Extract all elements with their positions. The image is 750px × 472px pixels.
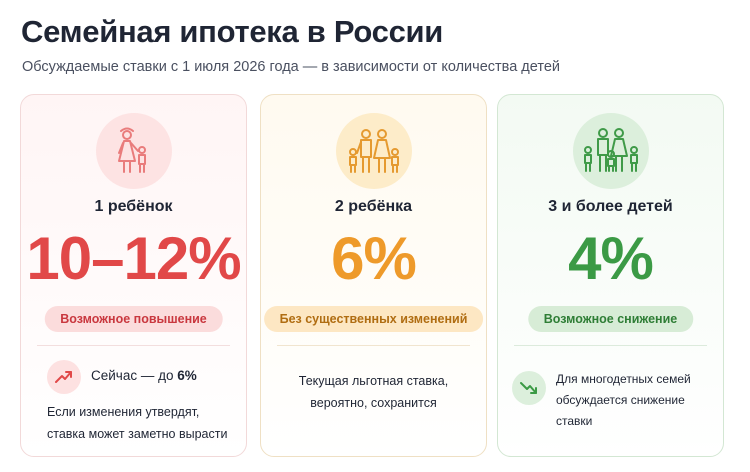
card-label: 1 ребёнок [94,198,173,215]
note-line: Для многодетных семей [556,372,691,386]
large-family-icon [572,113,649,189]
card-note: Текущая льготная ставка, вероятно, сохра… [261,370,486,414]
status-badge: Возможное снижение [527,306,694,332]
card-note: Если изменения утвердят, ставка может за… [47,401,227,445]
current-rate-line: Сейчас — до 6% [91,368,197,383]
rate-value: 4% [568,225,654,292]
note-line: обсуждается снижение ставки [556,393,685,428]
divider [277,345,470,346]
card-three-plus-children: 3 и более детей 4% Возможное снижение Дл… [497,94,724,457]
current-rate-value: 6% [177,368,197,383]
card-two-children: 2 ребёнка 6% Без существенных изменений … [260,94,487,457]
card-note: Для многодетных семей обсуждается снижен… [556,369,723,432]
trend-up-icon [47,360,81,394]
page-subtitle: Обсуждаемые ставки с 1 июля 2026 года — … [22,59,560,75]
current-rate-prefix: Сейчас — до [91,368,174,383]
trend-down-icon [512,371,546,405]
status-badge: Возможное повышение [44,306,223,332]
note-line: Текущая льготная ставка, [298,374,449,388]
card-label: 3 и более детей [548,198,673,215]
divider [514,345,707,346]
divider [37,345,230,346]
parent-with-child-icon [95,113,172,189]
page-title: Семейная ипотека в России [21,14,444,49]
rate-value: 6% [331,225,417,292]
family-two-children-icon [335,113,412,189]
note-line: вероятно, сохранится [310,396,437,410]
card-label: 2 ребёнка [334,198,413,215]
card-one-child: 1 ребёнок 10–12% Возможное повышение Сей… [20,94,247,457]
rate-value: 10–12% [26,225,241,292]
note-line: Если изменения утвердят, [47,405,200,419]
status-badge: Без существенных изменений [263,306,484,332]
note-line: ставка может заметно вырасти [47,427,228,441]
